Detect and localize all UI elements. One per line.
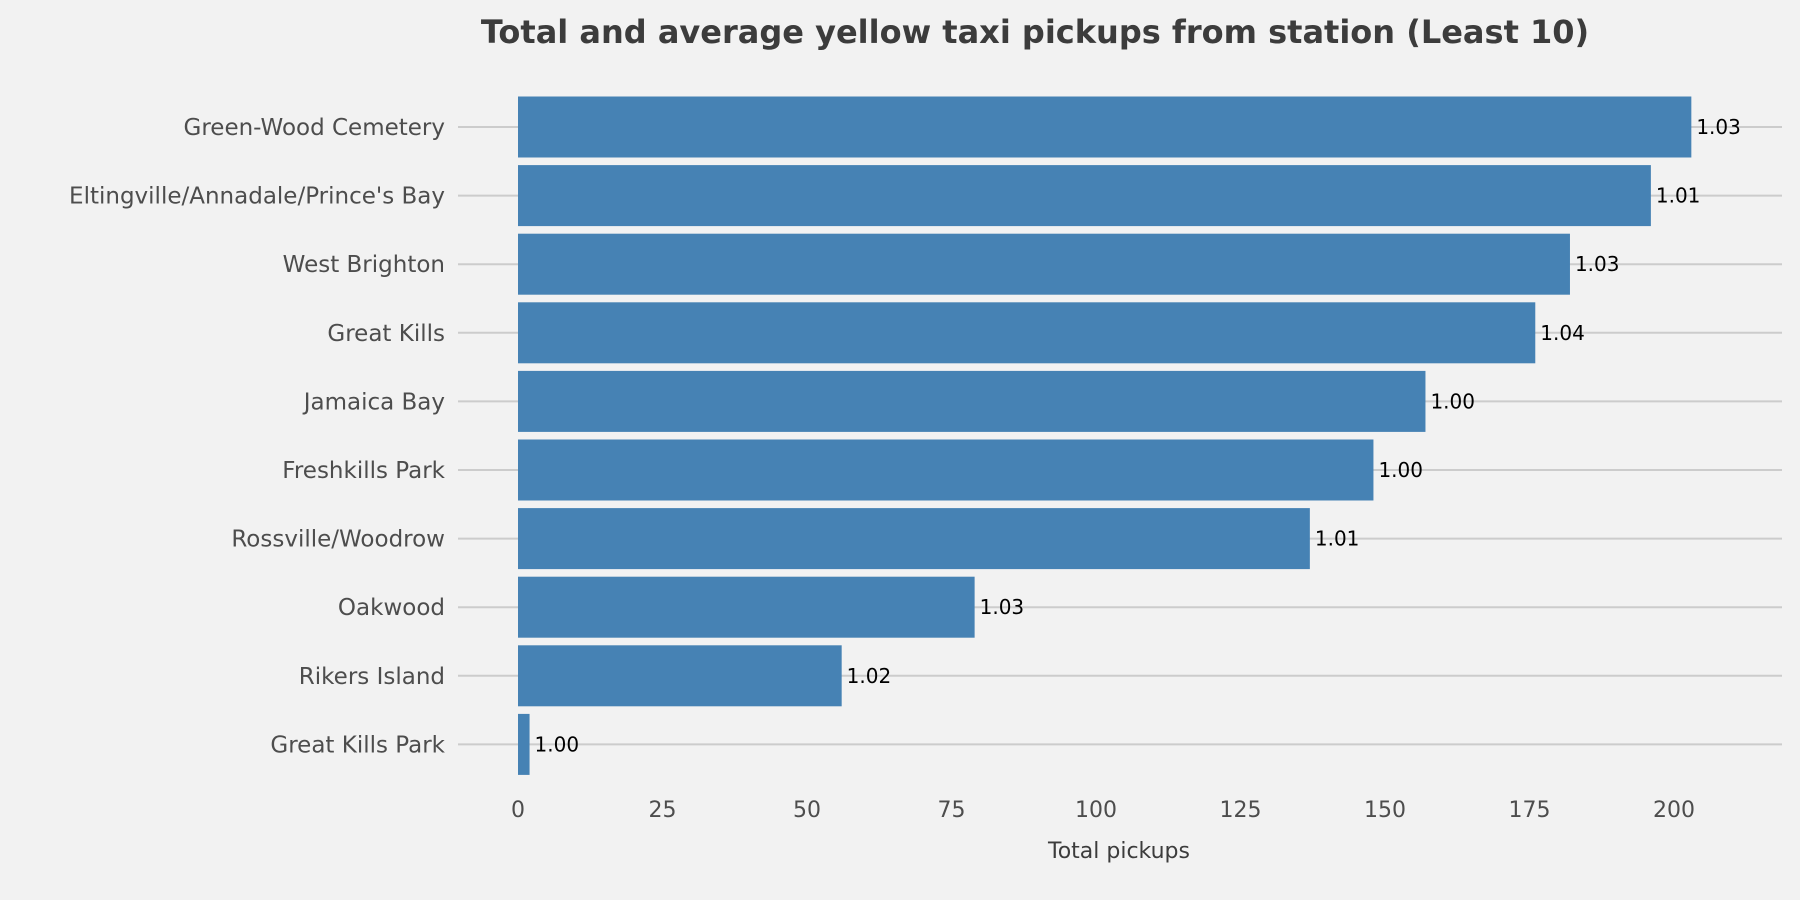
bar [518,576,975,638]
x-axis-label: Total pickups [1047,839,1190,864]
x-tick-label: 125 [1220,798,1262,823]
category-label: Freshkills Park [282,458,445,484]
category-labels: Green-Wood Cemetery Eltingville/Annadale/… [69,115,446,758]
x-tick-label: 0 [511,798,525,823]
category-label: Jamaica Bay [302,389,445,415]
category-label: Rikers Island [299,664,445,690]
category-label: West Brighton [283,252,445,278]
value-label: 1.03 [980,595,1025,619]
x-tick-label: 25 [649,798,677,823]
value-label: 1.04 [1540,321,1585,345]
bar [518,645,842,707]
bar [518,302,1536,364]
bar [518,96,1692,158]
x-tick-label: 150 [1364,798,1406,823]
category-label: Eltingville/Annadale/Prince's Bay [69,184,445,210]
x-tick-label: 200 [1653,798,1695,823]
value-label: 1.00 [1430,389,1475,413]
value-label: 1.01 [1656,184,1701,208]
bar [518,713,530,775]
bar [518,439,1374,501]
x-tick-label: 175 [1509,798,1551,823]
bar [518,233,1570,295]
value-label: 1.03 [1575,252,1620,276]
x-tick-label: 100 [1075,798,1117,823]
value-label: 1.01 [1315,527,1360,551]
x-axis-ticks: 0 25 50 75 100 125 150 175 200 [511,798,1695,823]
value-label: 1.00 [535,732,580,756]
x-tick-label: 75 [938,798,966,823]
bar [518,508,1310,570]
bar [518,165,1651,227]
value-labels: 1.03 1.01 1.03 1.04 1.00 1.00 1.01 1.03 1.02 1.00 [535,115,1741,756]
category-label: Rossville/Woodrow [231,527,445,553]
bars [518,96,1692,775]
x-tick-label: 50 [793,798,821,823]
category-label: Oakwood [338,595,445,621]
chart-title: Total and average yellow taxi pickups fr… [481,13,1589,51]
value-label: 1.03 [1696,115,1741,139]
value-label: 1.00 [1378,458,1423,482]
value-label: 1.02 [847,664,892,688]
bar [518,370,1426,432]
category-label: Green-Wood Cemetery [184,115,445,141]
category-label: Great Kills [327,321,445,347]
category-label: Great Kills Park [270,732,445,758]
